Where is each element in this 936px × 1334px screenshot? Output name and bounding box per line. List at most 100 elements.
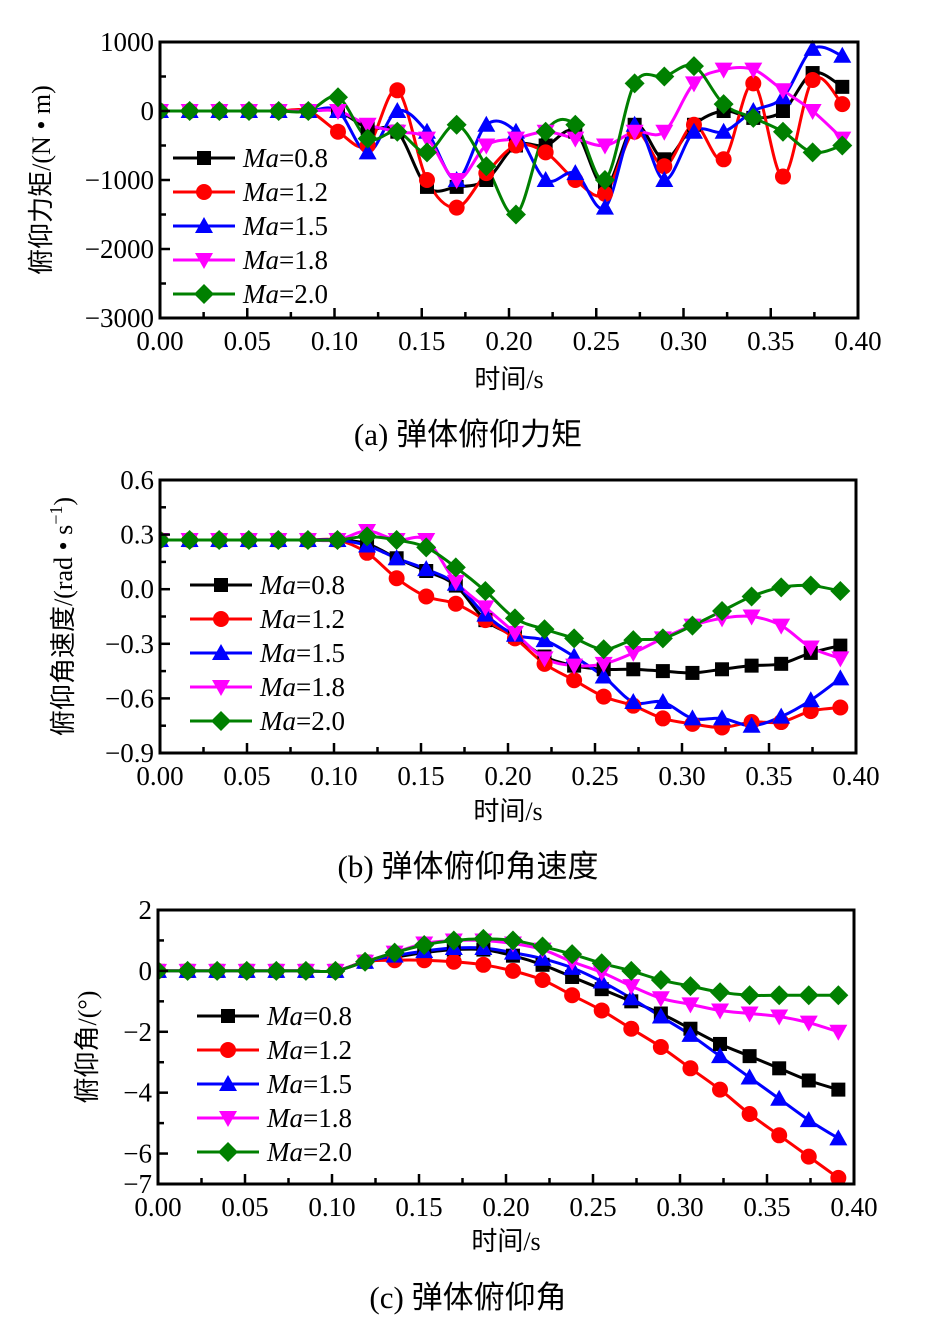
data-point-b-0-19 — [715, 662, 730, 677]
data-point-b-3-21 — [772, 618, 791, 635]
x-tick-label-b-8: 0.40 — [832, 761, 879, 791]
data-point-b-3-20 — [742, 609, 761, 626]
legend-label-b-2: Ma=1.5 — [259, 638, 345, 668]
data-point-c-2-23 — [829, 1129, 848, 1146]
data-point-a-3-14 — [566, 131, 585, 148]
data-point-a-3-21 — [773, 83, 792, 100]
y-tick-label-c-3: −2 — [123, 1017, 152, 1047]
x-tick-label-b-1: 0.05 — [223, 761, 270, 791]
data-point-b-3-14 — [565, 658, 584, 675]
x-axis-label-c: 时间/s — [471, 1227, 540, 1256]
data-point-b-2-8 — [387, 549, 406, 566]
x-tick-label-b-2: 0.10 — [310, 761, 357, 791]
data-point-c-4-8 — [384, 942, 405, 963]
data-point-b-4-4 — [268, 530, 289, 551]
data-point-c-1-11 — [475, 956, 492, 973]
data-point-c-2-19 — [711, 1047, 730, 1064]
data-point-b-4-2 — [209, 530, 230, 551]
y-tick-label-a-0: −3000 — [85, 303, 154, 333]
legend-label-b-3: Ma=1.8 — [259, 672, 345, 702]
data-point-c-4-23 — [828, 985, 849, 1006]
data-point-a-2-8 — [388, 102, 407, 118]
legend-item-c-2: Ma=1.5 — [197, 1069, 352, 1099]
legend-item-c-4: Ma=2.0 — [197, 1137, 352, 1167]
legend-label-suffix-a-1: =1.2 — [279, 177, 328, 207]
data-point-b-4-8 — [386, 530, 407, 551]
data-point-b-2-19 — [713, 709, 732, 726]
data-point-b-4-10 — [445, 557, 466, 578]
data-point-b-0-17 — [655, 664, 670, 679]
data-point-c-3-19 — [711, 1003, 730, 1020]
x-axis-label-b: 时间/s — [473, 797, 542, 826]
legend-label-prefix-a-2: Ma — [242, 211, 279, 241]
y-tick-label-c-4: 0 — [139, 956, 153, 986]
data-point-c-4-3 — [236, 960, 257, 981]
chart-c: 0.00 0.05 0.10 0.15 0.20 0.25 0.30 0.35 0.40 −7−6… — [73, 895, 878, 1315]
data-point-c-4-10 — [443, 930, 464, 951]
legend-label-b-4: Ma=2.0 — [259, 706, 345, 736]
legend-label-prefix-c-0: Ma — [266, 1001, 303, 1031]
data-point-c-0-23 — [831, 1082, 846, 1097]
data-point-b-4-19 — [712, 601, 733, 622]
legend-label-prefix-a-3: Ma — [242, 245, 279, 275]
data-point-a-2-15 — [595, 198, 614, 215]
legend-label-suffix-a-4: =2.0 — [279, 279, 328, 309]
data-point-c-4-9 — [414, 935, 435, 956]
data-point-a-3-6 — [328, 104, 347, 120]
legend-item-b-4: Ma=2.0 — [190, 706, 345, 736]
data-point-b-4-20 — [741, 586, 762, 607]
legend-label-suffix-c-2: =1.5 — [303, 1069, 352, 1099]
legend-marker-a-2 — [195, 217, 213, 233]
data-point-c-4-18 — [680, 976, 701, 997]
y-tick-label-c-1: −6 — [123, 1139, 152, 1169]
data-point-c-4-4 — [266, 960, 287, 981]
series-line-c-3 — [158, 938, 839, 1034]
data-point-c-4-12 — [502, 930, 523, 951]
x-tick-label-c-2: 0.10 — [308, 1192, 355, 1222]
x-tick-label-b-7: 0.35 — [745, 761, 792, 791]
x-tick-label-c-6: 0.30 — [656, 1192, 703, 1222]
data-point-a-3-22 — [803, 104, 822, 120]
legend-label-prefix-c-2: Ma — [266, 1069, 303, 1099]
y-tick-label-c-5: 2 — [139, 895, 153, 925]
data-point-c-4-16 — [621, 960, 642, 981]
data-point-b-4-13 — [534, 619, 555, 640]
data-point-a-1-13 — [537, 144, 554, 161]
legend-label-suffix-b-1: =1.2 — [296, 604, 345, 634]
y-tick-label-a-3: 0 — [141, 96, 155, 126]
data-point-a-4-10 — [446, 114, 467, 135]
legend-item-c-0: Ma=0.8 — [197, 1001, 352, 1031]
y-axis-label-sup-b: −1 — [46, 506, 66, 525]
data-point-a-3-12 — [506, 131, 525, 148]
data-point-b-4-6 — [327, 530, 348, 551]
legend-label-a-0: Ma=0.8 — [242, 143, 328, 173]
data-point-b-4-16 — [623, 630, 644, 651]
data-point-b-4-3 — [238, 530, 259, 551]
legend-item-b-0: Ma=0.8 — [190, 570, 345, 600]
x-tick-label-a-0: 0.00 — [136, 326, 183, 356]
data-point-c-1-19 — [712, 1081, 729, 1098]
data-point-c-4-11 — [473, 928, 494, 949]
data-point-a-1-23 — [834, 96, 851, 113]
data-point-c-4-17 — [650, 970, 671, 991]
legend-label-b-1: Ma=1.2 — [259, 604, 345, 634]
data-point-b-3-13 — [535, 651, 554, 668]
data-point-a-4-4 — [268, 101, 289, 121]
chart-a: 0.00 0.05 0.10 0.15 0.20 0.25 0.30 0.35 0.40 −300… — [27, 27, 882, 452]
legend-item-b-2: Ma=1.5 — [190, 638, 345, 668]
data-point-b-3-23 — [831, 651, 850, 668]
plot-area-c — [158, 928, 849, 1184]
x-tick-label-b-4: 0.20 — [484, 761, 531, 791]
data-point-a-3-20 — [744, 62, 763, 79]
data-point-b-2-17 — [653, 693, 672, 710]
data-point-c-3-21 — [770, 1009, 789, 1026]
data-point-a-4-22 — [802, 142, 823, 163]
data-point-b-4-7 — [357, 526, 378, 547]
data-point-b-4-11 — [475, 581, 496, 602]
x-tick-label-b-6: 0.30 — [658, 761, 705, 791]
data-point-a-2-18 — [684, 122, 703, 139]
legend-marker-a-1 — [196, 184, 212, 200]
legend-label-suffix-a-3: =1.8 — [279, 245, 328, 275]
data-point-a-1-10 — [448, 199, 465, 216]
